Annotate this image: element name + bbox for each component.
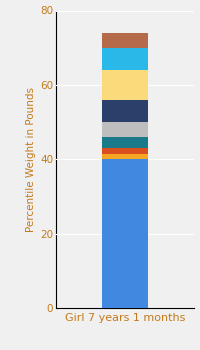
Bar [102,137,148,148]
Bar [102,33,148,48]
Bar [102,148,148,154]
Bar [102,159,148,308]
Y-axis label: Percentile Weight in Pounds: Percentile Weight in Pounds [26,87,36,232]
Bar [102,154,148,159]
Bar [102,70,148,100]
Bar [102,48,148,70]
Bar [102,122,148,137]
Bar [102,100,148,122]
